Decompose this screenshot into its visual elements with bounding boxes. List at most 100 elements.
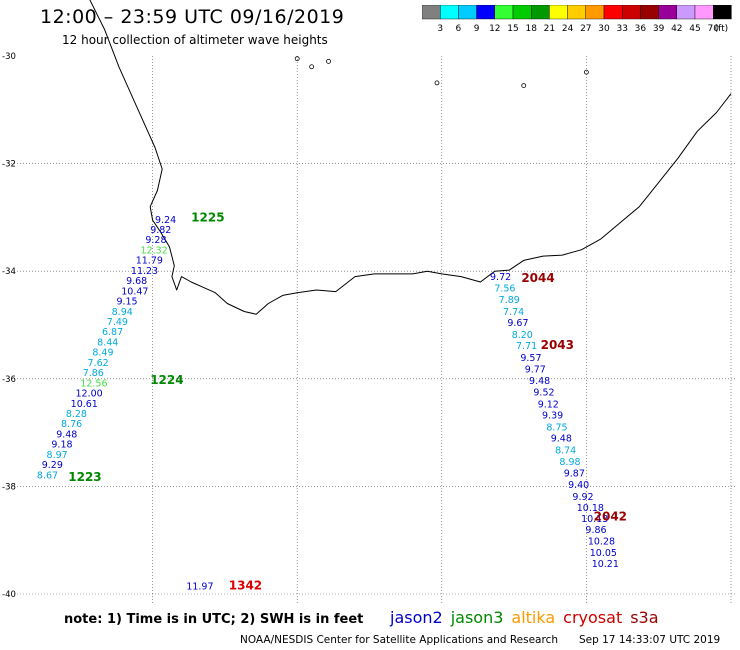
lat-tick-label: -30 (2, 52, 16, 62)
scale-swatch (713, 5, 732, 20)
wave-height-label: 9.67 (507, 318, 528, 329)
wave-height-label: 12.00 (75, 389, 102, 400)
wave-height-label: 10.47 (121, 286, 148, 297)
pass-time-label: 1224 (150, 373, 183, 387)
wave-height-label: 9.82 (150, 225, 171, 236)
wave-height-label: 8.28 (66, 409, 87, 420)
wave-height-label: 9.39 (542, 411, 563, 422)
island-mark (584, 69, 589, 75)
units-note: note: 1) Time is in UTC; 2) SWH is in fe… (64, 612, 364, 627)
wave-height-label: 7.74 (503, 307, 524, 318)
pass-time-label: 2043 (541, 338, 574, 352)
wave-height-label: 10.18 (577, 503, 604, 514)
wave-height-label: 10.05 (590, 548, 617, 559)
wave-height-label: 9.48 (56, 429, 77, 440)
wave-height-label: 7.62 (88, 358, 109, 369)
wave-height-label: 12.32 (141, 245, 168, 256)
scale-label: 6 (456, 24, 462, 34)
map-title: 12:00 – 23:59 UTC 09/16/2019 (40, 6, 345, 28)
satellite-legend-item: jason2 (390, 608, 443, 627)
wave-height-label: 9.48 (551, 434, 572, 445)
island-mark (434, 80, 440, 86)
scale-label: 45 (689, 24, 700, 34)
wave-height-label: 8.94 (112, 307, 133, 318)
lat-tick-label: -40 (2, 590, 16, 600)
scale-label: 27 (580, 24, 591, 34)
wave-height-label: 7.86 (83, 368, 104, 379)
scale-label: (ft) (715, 24, 729, 34)
wave-height-label: 9.29 (42, 460, 63, 471)
satellite-legend-item: cryosat (563, 608, 623, 627)
pass-time-label: 1223 (68, 470, 101, 484)
lat-tick-label: -38 (2, 482, 16, 492)
footer-timestamp: Sep 17 14:33:07 UTC 2019 (579, 634, 721, 646)
wave-height-label: 9.15 (116, 297, 137, 308)
wave-height-label: 8.74 (555, 446, 576, 457)
wave-height-label: 9.18 (51, 440, 72, 451)
scale-label: 39 (653, 24, 665, 34)
map-subtitle: 12 hour collection of altimeter wave hei… (62, 33, 328, 47)
pass-time-label: 2044 (521, 271, 554, 285)
color-scale-legend: 3 6 9 12 15 18 21 24 27 30 33 36 39 42 45 70(ft) (422, 5, 732, 34)
wave-height-label: 8.20 (512, 330, 533, 341)
wave-height-label: 11.97 (186, 582, 213, 593)
wave-height-label: 11.23 (131, 266, 158, 277)
wave-height-label: 10.28 (588, 537, 615, 548)
wave-height-label: 9.24 (155, 215, 176, 226)
wave-height-label: 9.86 (585, 525, 606, 536)
wave-height-label: 9.40 (568, 480, 589, 491)
lat-tick-label: -36 (2, 375, 16, 385)
scale-label: 15 (507, 24, 518, 34)
scale-label: 24 (562, 24, 574, 34)
wave-height-label: 12.56 (80, 378, 107, 389)
wave-height-label: 9.92 (572, 492, 593, 503)
wave-height-label: 10.13 (581, 514, 608, 525)
scale-label: 33 (616, 24, 627, 34)
wave-height-label: 8.98 (559, 457, 580, 468)
wave-height-label: 8.44 (97, 337, 118, 348)
wave-height-label: 7.56 (494, 284, 515, 295)
lat-tick-label: -34 (2, 267, 16, 277)
wave-height-label: 6.87 (102, 327, 123, 338)
wave-height-label: 9.12 (538, 399, 559, 410)
pass-time-label: 1225 (191, 211, 224, 225)
footer-organization: NOAA/NESDIS Center for Satellite Applica… (240, 634, 558, 646)
scale-label: 36 (635, 24, 647, 34)
wave-height-label: 7.71 (516, 341, 537, 352)
scale-label: 42 (671, 24, 682, 34)
scale-label: 30 (598, 24, 610, 34)
wave-height-label: 8.49 (92, 348, 113, 359)
satellite-legend-item: jason3 (450, 608, 504, 627)
island-mark (326, 58, 331, 64)
wave-height-label: 9.87 (564, 469, 585, 480)
satellite-legend-item: s3a (630, 608, 659, 627)
island-mark (521, 83, 527, 88)
wave-height-label: 10.61 (71, 399, 98, 410)
wave-height-label: 8.67 (37, 470, 58, 481)
coastline (89, 0, 732, 315)
wave-height-label: 9.77 (525, 364, 546, 375)
wave-height-label: 8.76 (61, 419, 82, 430)
scale-label: 18 (525, 24, 537, 34)
island-mark (294, 56, 300, 62)
satellite-legend-item: altika (511, 608, 556, 627)
pass-time-label: 2042 (594, 509, 627, 523)
map-canvas: 15 18 21 24 27 30 -30 -32 -34 -36 -38 -40 9.249.82 9.… (2, 0, 736, 603)
scale-label: 3 (437, 24, 443, 34)
wave-height-label: 8.75 (546, 422, 567, 433)
scale-label: 70 (707, 24, 719, 34)
scale-label: 12 (489, 24, 500, 34)
wave-height-label: 9.48 (529, 376, 550, 387)
wave-height-label: 8.97 (47, 450, 68, 461)
pass-time-label: 1342 (229, 579, 262, 593)
wave-height-label: 9.57 (520, 353, 541, 364)
wave-height-label: 11.79 (136, 256, 163, 267)
wave-height-label: 10.21 (592, 559, 619, 570)
lat-tick-label: -32 (2, 160, 16, 170)
wave-height-label: 9.68 (126, 276, 147, 287)
scale-label: 21 (544, 24, 555, 34)
island-mark (309, 64, 315, 70)
wave-height-label: 9.72 (490, 272, 511, 283)
wave-height-label: 9.52 (533, 387, 554, 398)
wave-height-label: 7.89 (499, 295, 520, 306)
